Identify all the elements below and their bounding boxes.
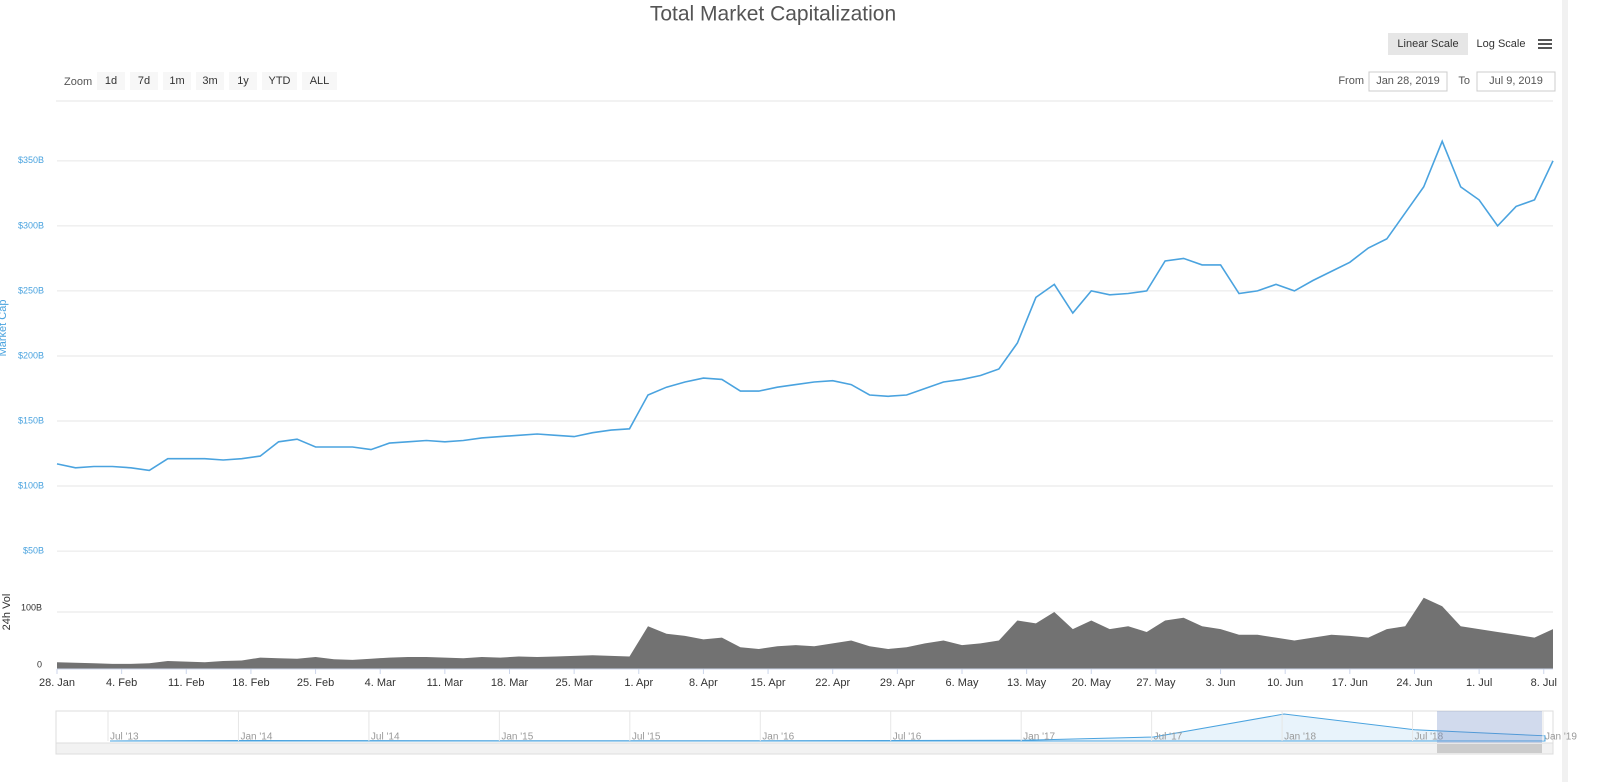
x-tick-label: 25. Feb (297, 677, 334, 689)
scrollbar-track[interactable] (55, 742, 1554, 755)
navigator-label: Jan '15 (501, 732, 533, 743)
x-tick-label: 15. Apr (751, 677, 786, 689)
navigator-label: Jan '18 (1284, 732, 1316, 743)
x-tick-label: 24. Jun (1396, 677, 1432, 689)
from-label: From (1338, 75, 1364, 87)
zoom-button[interactable] (229, 72, 257, 90)
y-tick-label: $100B (18, 480, 44, 490)
x-tick-label: 18. Feb (232, 677, 269, 689)
navigator-label: Jan '14 (240, 732, 272, 743)
navigator-label: Jan '16 (762, 732, 794, 743)
x-tick-label: 13. May (1007, 677, 1047, 689)
zoom-button-label: ALL (310, 75, 330, 87)
menu-icon[interactable] (1538, 39, 1552, 49)
market-cap-line (56, 139, 1554, 472)
zoom-button[interactable] (302, 72, 337, 90)
scale-button-label: Linear Scale (1397, 38, 1458, 50)
x-tick-label: 17. Jun (1332, 677, 1368, 689)
x-tick-label: 28. Jan (39, 677, 75, 689)
from-value: Jan 28, 2019 (1376, 75, 1440, 87)
y2-axis-title: 24h Vol (1, 594, 13, 631)
x-tick-label: 8. Apr (689, 677, 718, 689)
x-tick-label: 27. May (1136, 677, 1176, 689)
zoom-button-label: YTD (269, 75, 291, 87)
zoom-button-label: 1d (105, 75, 117, 87)
navigator-label: Jul '18 (1415, 732, 1444, 743)
zoom-button[interactable] (262, 72, 297, 90)
x-tick-label: 25. Mar (555, 677, 593, 689)
chart-title: Total Market Capitalization (650, 3, 896, 26)
x-tick-label: 4. Feb (106, 677, 137, 689)
navigator-label: Jul '15 (632, 732, 661, 743)
zoom-button[interactable] (196, 72, 224, 90)
y-tick-label: $200B (18, 350, 44, 360)
x-tick-label: 1. Apr (624, 677, 653, 689)
navigator-label: Jan '19 (1545, 732, 1577, 743)
x-tick-label: 11. Feb (168, 677, 205, 689)
zoom-button[interactable] (97, 72, 125, 90)
x-tick-label: 4. Mar (365, 677, 397, 689)
page-scrollbar[interactable] (1562, 0, 1568, 782)
zoom-button-label: 7d (138, 75, 150, 87)
x-tick-label: 29. Apr (880, 677, 915, 689)
zoom-label: Zoom (64, 76, 92, 88)
zoom-button-label: 1y (237, 75, 249, 87)
x-tick-label: 1. Jul (1466, 677, 1492, 689)
scale-button[interactable] (1470, 33, 1532, 55)
navigator-label: Jul '13 (110, 732, 139, 743)
y-tick-label: $150B (18, 415, 44, 425)
x-tick-label: 3. Jun (1206, 677, 1236, 689)
y-tick-label: $350B (18, 155, 44, 165)
navigator-area (109, 713, 1546, 742)
volume-area (57, 597, 1553, 669)
navigator-window[interactable] (1437, 711, 1542, 743)
zoom-button[interactable] (163, 72, 191, 90)
navigator-label: Jul '16 (893, 732, 922, 743)
zoom-button-label: 3m (202, 75, 217, 87)
x-tick-label: 10. Jun (1267, 677, 1303, 689)
y-tick-label: $300B (18, 220, 44, 230)
navigator-label: Jul '14 (371, 732, 400, 743)
scale-button-label: Log Scale (1477, 38, 1526, 50)
zoom-button-label: 1m (169, 75, 184, 87)
x-tick-label: 6. May (945, 677, 979, 689)
y-tick-label: $250B (18, 285, 44, 295)
scale-button[interactable] (1388, 33, 1468, 55)
to-input[interactable] (1476, 71, 1556, 92)
x-tick-label: 20. May (1072, 677, 1112, 689)
y2-tick-label: 0 (37, 659, 42, 669)
navigator-label: Jan '17 (1023, 732, 1055, 743)
to-value: Jul 9, 2019 (1489, 75, 1543, 87)
from-input[interactable] (1368, 71, 1448, 92)
x-tick-label: 8. Jul (1531, 677, 1557, 689)
x-tick-label: 11. Mar (427, 677, 464, 689)
x-tick-label: 18. Mar (491, 677, 529, 689)
x-tick-label: 22. Apr (815, 677, 850, 689)
y2-tick-label: 100B (21, 602, 42, 612)
to-label: To (1458, 75, 1470, 87)
scrollbar-thumb[interactable] (1437, 744, 1542, 753)
zoom-button[interactable] (130, 72, 158, 90)
y-axis-title: Market Cap (0, 300, 9, 357)
y-tick-label: $50B (23, 545, 44, 555)
navigator-label: Jul '17 (1154, 732, 1183, 743)
